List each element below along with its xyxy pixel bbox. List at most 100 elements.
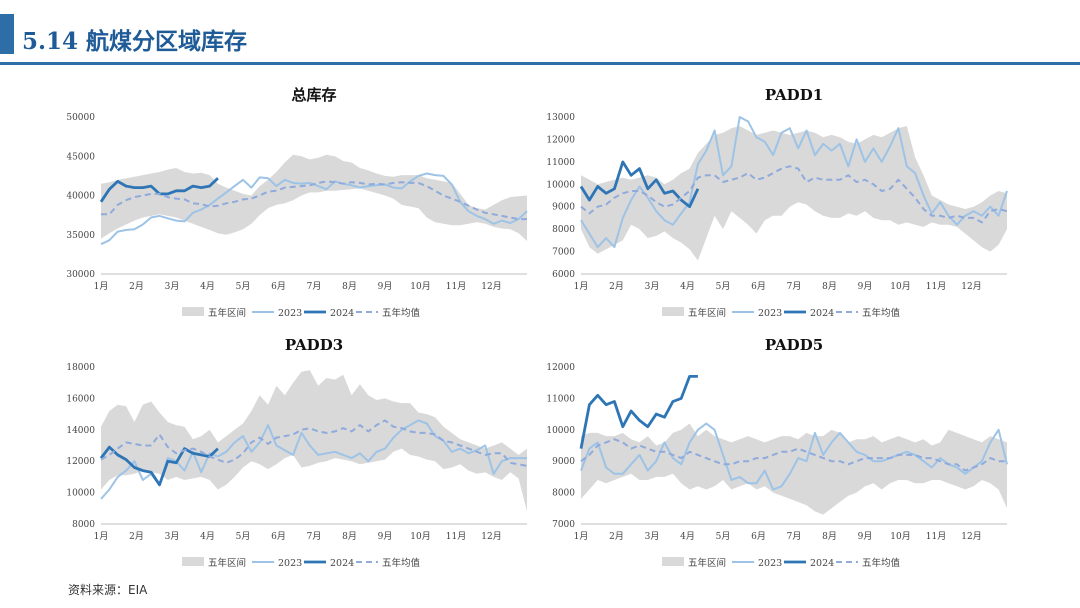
x-tick-label: 6月 [751,531,766,542]
x-tick-label: 1月 [574,531,589,542]
legend-label-2023: 2023 [758,308,782,319]
series-line-avg [100,419,528,467]
series-line-2023 [580,116,1008,249]
y-tick-label: 12000 [546,135,575,145]
x-tick-label: 11月 [926,281,946,292]
x-tick-label: 3月 [645,281,660,292]
x-tick-label: 10月 [410,531,430,542]
x-tick-label: 7月 [307,531,322,542]
legend-label-2023: 2023 [758,558,782,569]
header-rule [0,62,1080,65]
chart-title: PADD1 [765,86,823,104]
chart-legend: 五年区间 2023 2024 五年均值 [182,307,421,319]
series-line-2023 [100,419,527,500]
series-line-2023 [580,422,1008,491]
chart-title: PADD5 [765,336,823,354]
x-tick-label: 2月 [609,281,624,292]
chart-svg: 总库存 30000 35000 40000 45000 50000 1月 2月 3月 4月 5月 6月… [66,86,528,319]
series-line-avg [580,438,1007,472]
header-accent-bar [0,14,14,54]
y-tick-label: 50000 [66,113,95,123]
y-tick-label: 8000 [72,520,95,530]
x-tick-label: 5月 [236,281,251,292]
x-tick-label: 4月 [680,531,695,542]
x-tick-label: 11月 [926,531,946,542]
x-tick-label: 1月 [574,281,589,292]
chart-title: PADD3 [285,336,343,354]
y-tick-label: 35000 [66,231,95,241]
y-tick-label: 12000 [66,457,95,467]
series-line-2024 [579,375,698,449]
five-year-range-band [101,370,527,512]
x-tick-label: 3月 [165,281,180,292]
legend-swatch-band [182,557,204,566]
y-tick-label: 10000 [546,180,575,190]
legend-swatch-band [662,307,684,316]
x-tick-label: 3月 [165,531,180,542]
x-tick-label: 8月 [342,531,357,542]
x-tick-label: 10月 [890,531,910,542]
series-line-2024 [99,445,219,487]
x-tick-label: 1月 [94,531,109,542]
x-tick-label: 4月 [200,531,215,542]
five-year-range-band [581,423,1007,515]
y-tick-label: 16000 [66,394,95,404]
page-title: 5.14 航煤分区域库存 [22,28,248,55]
chart-padd1: PADD1 6000 7000 8000 9000 10000 11000 12000 1300… [520,80,1020,330]
x-tick-label: 5月 [716,531,731,542]
x-tick-label: 12月 [481,531,501,542]
x-tick-label: 9月 [378,281,393,292]
chart-legend: 五年区间 2023 2024 五年均值 [662,557,901,569]
x-tick-label: 2月 [129,531,144,542]
x-tick-label: 6月 [271,531,286,542]
legend-label-2024: 2024 [810,558,834,569]
legend-label-2023: 2023 [278,558,302,569]
chart-padd5: PADD5 7000 8000 9000 10000 11000 12000 1月 2月 3月 4月… [520,330,1020,580]
y-tick-label: 11000 [546,394,575,404]
x-tick-label: 9月 [858,531,873,542]
five-year-range-band [101,154,527,241]
x-tick-label: 8月 [342,281,357,292]
y-tick-label: 10000 [546,426,575,436]
x-tick-label: 12月 [481,281,501,292]
x-tick-label: 10月 [890,281,910,292]
y-tick-label: 10000 [66,489,95,499]
x-tick-label: 6月 [271,281,286,292]
legend-label-2024: 2024 [810,308,834,319]
legend-label-2024: 2024 [330,558,354,569]
x-tick-label: 1月 [94,281,109,292]
x-tick-label: 2月 [129,281,144,292]
y-tick-label: 12000 [546,363,575,373]
y-tick-label: 14000 [66,426,95,436]
legend-label-band: 五年区间 [688,307,726,319]
legend-swatch-band [662,557,684,566]
series-line-avg [101,180,527,221]
x-tick-label: 9月 [378,531,393,542]
chart-padd3: PADD3 8000 10000 12000 14000 16000 18000 1月 2月 3月… [40,330,540,580]
x-tick-label: 3月 [645,531,660,542]
x-tick-label: 7月 [787,281,802,292]
y-tick-label: 13000 [546,113,575,123]
x-tick-label: 8月 [822,531,837,542]
y-tick-label: 8000 [552,225,575,235]
x-tick-label: 6月 [751,281,766,292]
chart-total-inventory: 总库存 30000 35000 40000 45000 50000 1月 2月 3月 4月 5月 6月… [40,80,540,330]
x-tick-label: 7月 [787,531,802,542]
y-tick-label: 9000 [552,203,575,213]
y-tick-label: 45000 [66,152,95,162]
five-year-range-band [581,126,1007,261]
y-tick-label: 11000 [546,158,575,168]
legend-label-band: 五年区间 [688,557,726,569]
legend-label-avg: 五年均值 [862,557,901,569]
y-tick-label: 40000 [66,192,95,202]
x-tick-label: 5月 [716,281,731,292]
legend-label-avg: 五年均值 [382,557,421,569]
chart-legend: 五年区间 2023 2024 五年均值 [662,307,901,319]
x-tick-label: 11月 [446,531,466,542]
legend-swatch-band [182,307,204,316]
legend-label-avg: 五年均值 [862,307,901,319]
x-tick-label: 4月 [680,281,695,292]
x-tick-label: 7月 [307,281,322,292]
x-tick-label: 10月 [410,281,430,292]
x-tick-label: 5月 [236,531,251,542]
